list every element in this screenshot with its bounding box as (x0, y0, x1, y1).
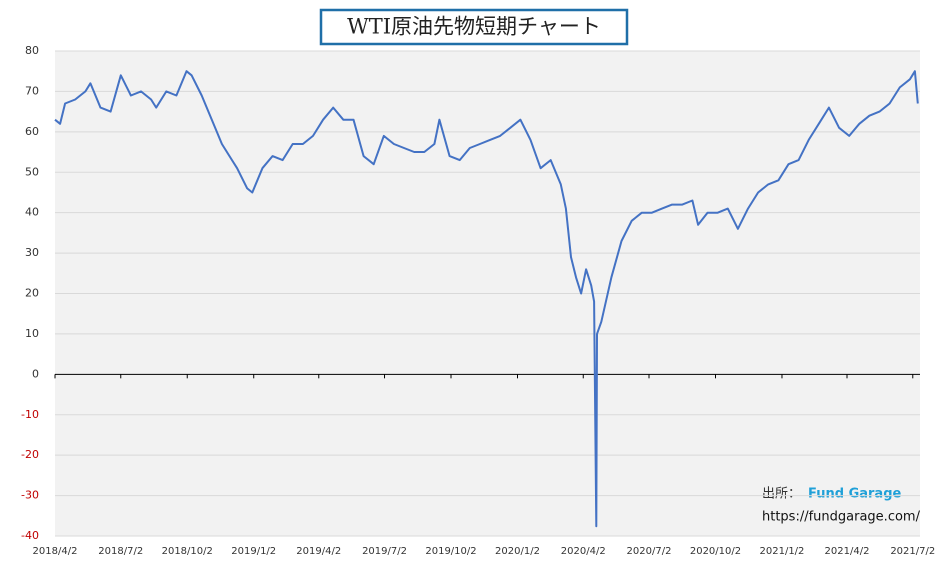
x-tick-label: 2021/7/2 (890, 546, 935, 557)
y-tick-label: -20 (21, 448, 39, 461)
y-tick-label: -10 (21, 408, 39, 421)
x-tick-label: 2020/10/2 (690, 546, 741, 557)
y-tick-label: -30 (21, 489, 39, 502)
y-tick-label: 80 (25, 44, 39, 57)
source-name: Fund Garage (808, 487, 902, 502)
y-tick-label: 60 (25, 125, 39, 138)
y-tick-label: 10 (25, 327, 39, 340)
y-tick-label: -40 (21, 529, 39, 542)
title-box (319, 8, 629, 46)
x-tick-label: 2021/1/2 (760, 546, 805, 557)
x-tick-label: 2021/4/2 (825, 546, 870, 557)
y-tick-label: 30 (25, 246, 39, 259)
x-tick-label: 2018/10/2 (162, 546, 213, 557)
line-series (54, 70, 919, 528)
source-label: 出所： (762, 487, 801, 502)
x-tick-label: 2018/4/2 (33, 546, 78, 557)
x-tick-label: 2020/4/2 (561, 546, 606, 557)
x-tick-label: 2019/7/2 (362, 546, 407, 557)
x-tick-label: 2019/4/2 (296, 546, 341, 557)
x-tick-label: 2020/7/2 (627, 546, 672, 557)
y-tick-label: 40 (25, 206, 39, 219)
y-tick-label: 20 (25, 287, 39, 300)
x-tick-label: 2018/7/2 (98, 546, 143, 557)
x-tick-label: 2019/10/2 (425, 546, 476, 557)
y-tick-label: 50 (25, 165, 39, 178)
source-url: https://fundgarage.com/ (762, 510, 921, 525)
y-tick-label: 70 (25, 84, 39, 97)
x-tick-label: 2019/1/2 (231, 546, 276, 557)
x-tick-label: 2020/1/2 (495, 546, 540, 557)
chart-title: WTI原油先物短期チャート (347, 15, 601, 39)
y-tick-label: 0 (32, 367, 39, 380)
